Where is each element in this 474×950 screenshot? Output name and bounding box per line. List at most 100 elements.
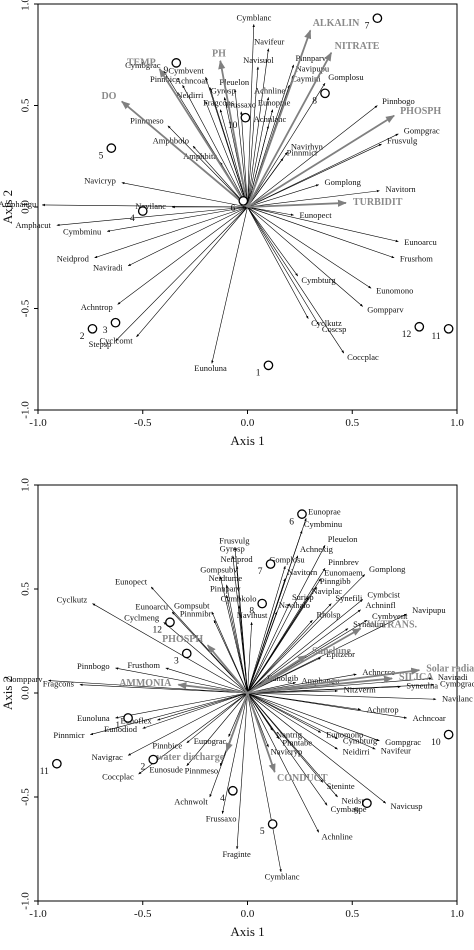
species-arrow [247, 206, 363, 307]
x-tick-label: -0.5 [134, 908, 152, 920]
site-label: 1 [256, 369, 261, 379]
species-label: Achntrop [81, 302, 113, 312]
env-label: ALKALIN [313, 18, 360, 29]
species-label: Navihalo [279, 600, 310, 610]
species-label: Pinngibb [320, 576, 351, 586]
species-label: Cymbvent [168, 65, 204, 75]
species-label: Navicryp [271, 747, 303, 757]
site-label: 6 [231, 204, 236, 214]
site-marker [372, 13, 383, 24]
species-label: Neidtume [209, 573, 243, 583]
species-arrow [94, 206, 248, 259]
y-tick-label: 0.5 [20, 98, 32, 112]
species-arrow [247, 621, 253, 694]
species-label: Eunograc [194, 736, 227, 746]
env-label: NITRATE [335, 41, 380, 52]
y-tick-label: -0.5 [20, 299, 32, 317]
x-tick-label: 0.5 [345, 908, 359, 920]
site-label: 3 [103, 326, 108, 336]
species-arrow [247, 603, 290, 694]
species-arrow [247, 206, 372, 289]
species-label: Gompgrac [404, 125, 440, 135]
species-arrow [247, 206, 395, 259]
species-label: Eunoarcu [135, 601, 168, 611]
species-label: Pinntabe [282, 738, 312, 748]
env-label: PHOSPH [400, 106, 441, 117]
site-label: 2 [140, 763, 145, 773]
y-tick-label: 0.0 [20, 686, 32, 700]
species-label: Neidirri [176, 90, 204, 100]
species-label: Epitzebr [326, 649, 355, 659]
species-label: Pinnbice [152, 741, 182, 751]
species-arrow [192, 145, 248, 208]
species-arrow [247, 692, 387, 804]
species-label: Navilanc [135, 201, 166, 211]
species-label: Eunopect [115, 576, 148, 586]
species-label: Fragcons [203, 98, 234, 108]
species-label: Navifeur [254, 37, 284, 47]
env-label: Sunshine [312, 646, 351, 657]
env-arrow [207, 644, 249, 694]
env-arrow [225, 692, 249, 753]
species-label: Gompsubv [200, 565, 238, 575]
species-label: Neidsp [342, 795, 366, 805]
species-arrow [247, 105, 378, 208]
species-arrow [247, 692, 319, 833]
species-label: Achncrce [362, 667, 395, 677]
species-label: Eunolgib [267, 673, 298, 683]
species-arrow [240, 111, 248, 208]
species-label: Eunomaem [324, 568, 363, 578]
species-arrow [247, 48, 270, 208]
species-label: Eunoluna [194, 363, 227, 373]
env-label: TURBIDIT [353, 197, 403, 208]
species-label: Navicryp [84, 175, 116, 185]
species-label: Achnwolt [174, 797, 208, 807]
species-arrow [247, 24, 255, 208]
species-label: Amphacut [15, 220, 51, 230]
x-tick-label: 1.0 [450, 417, 464, 429]
species-label: Coscsp [322, 324, 347, 334]
species-label: Eunoluna [77, 713, 110, 723]
species-arrow [157, 692, 248, 721]
x-tick-label: 0.5 [345, 417, 359, 429]
species-arrow [247, 574, 366, 694]
species-label: Cymbvent [372, 611, 408, 621]
species-label: Gyrosp [211, 85, 236, 95]
site-label: 9 [164, 66, 169, 76]
species-label: Syneulim [353, 619, 386, 629]
y-tick-label: 0.5 [20, 582, 32, 596]
species-arrow [90, 692, 248, 736]
species-label: Eunopect [299, 210, 332, 220]
species-label: Coccplac [347, 352, 379, 362]
species-label: Cymbminu [63, 226, 102, 236]
env-label: PH [212, 48, 226, 59]
site-label: 6 [289, 517, 294, 527]
species-arrow [247, 206, 299, 277]
species-arrow [247, 692, 322, 733]
species-arrow [48, 679, 248, 694]
species-arrow [247, 619, 313, 694]
species-arrow [186, 692, 248, 767]
y-tick-label: -1.0 [20, 401, 32, 419]
species-label: Pinnparv [295, 53, 326, 63]
species-arrow [247, 143, 382, 208]
species-arrow [219, 576, 248, 694]
site-label: 8 [249, 607, 254, 617]
site-label: 5 [99, 151, 104, 161]
x-tick-label: 0.0 [241, 417, 255, 429]
species-label: Eunoprae [308, 507, 341, 517]
species-arrow [127, 692, 248, 756]
species-label: Nitzverm [344, 685, 376, 695]
species-label: Rholsp [316, 610, 340, 620]
species-label: Navigrac [92, 752, 123, 762]
species-label: Eunoprae [258, 98, 291, 108]
x-tick-label: -1.0 [29, 908, 47, 920]
species-arrow [247, 692, 338, 750]
env-label: W. TRANS. [367, 619, 418, 630]
species-arrow [225, 584, 248, 694]
species-arrow [209, 86, 248, 208]
species-label: Gompsubt [174, 600, 210, 610]
species-arrow [247, 692, 338, 798]
env-arrow [158, 68, 249, 208]
species-arrow [79, 683, 248, 694]
